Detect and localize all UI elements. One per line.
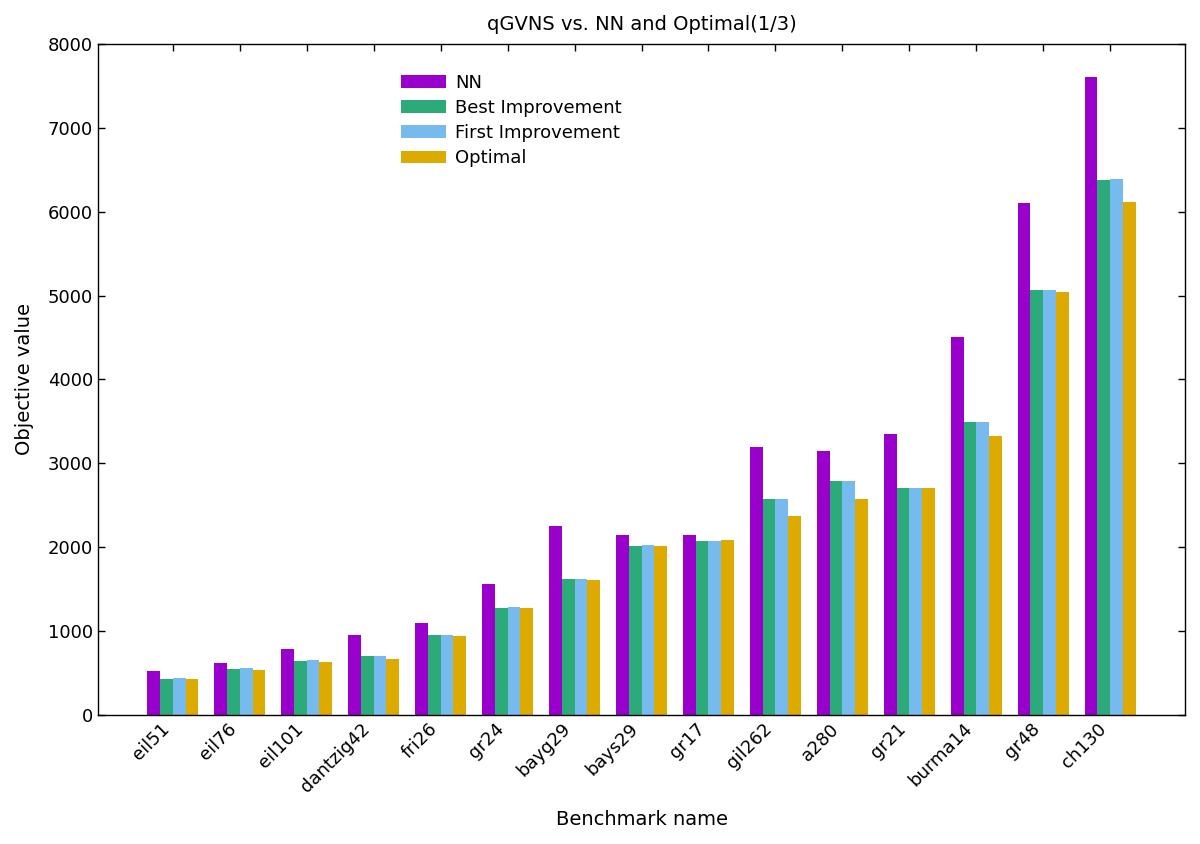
Bar [173,678,186,715]
Bar [587,580,600,715]
Bar [1098,180,1110,715]
Bar [964,422,977,715]
Bar [950,337,964,715]
Bar [482,584,494,715]
Bar [361,657,373,715]
Bar [1031,289,1043,715]
Bar [494,608,508,715]
Bar [319,663,332,715]
Bar [683,535,696,715]
Bar [696,541,708,715]
Bar [922,488,935,715]
Bar [775,499,788,715]
Legend: NN, Best Improvement, First Improvement, Optimal: NN, Best Improvement, First Improvement,… [394,67,629,175]
Bar [148,672,160,715]
Bar [160,679,173,715]
Bar [373,657,386,715]
Bar [750,446,763,715]
Bar [842,481,856,715]
Bar [654,545,667,715]
Bar [1123,203,1135,715]
Bar [829,481,842,715]
Bar [721,540,734,715]
Bar [186,679,198,715]
Bar [550,527,562,715]
Bar [977,422,989,715]
Bar [428,636,440,715]
Bar [1085,78,1098,715]
Bar [252,670,265,715]
Bar [817,451,829,715]
Bar [227,669,240,715]
Bar [562,579,575,715]
Bar [989,436,1002,715]
Bar [521,609,533,715]
Bar [1110,179,1123,715]
Bar [386,659,400,715]
Bar [910,488,922,715]
Bar [440,635,454,715]
Bar [763,499,775,715]
Bar [788,516,800,715]
Bar [1018,203,1031,715]
Bar [642,544,654,715]
Bar [307,660,319,715]
Bar [884,434,896,715]
Bar [281,649,294,715]
X-axis label: Benchmark name: Benchmark name [556,810,727,829]
Bar [629,545,642,715]
Bar [896,488,910,715]
Bar [575,579,587,715]
Bar [348,635,361,715]
Bar [415,623,428,715]
Bar [508,607,521,715]
Bar [454,636,466,715]
Bar [215,663,227,715]
Bar [1056,292,1069,715]
Bar [294,661,307,715]
Bar [708,541,721,715]
Bar [1043,289,1056,715]
Bar [616,535,629,715]
Title: qGVNS vs. NN and Optimal(1/3): qGVNS vs. NN and Optimal(1/3) [487,15,797,34]
Y-axis label: Objective value: Objective value [14,304,34,456]
Bar [856,499,868,715]
Bar [240,668,252,715]
